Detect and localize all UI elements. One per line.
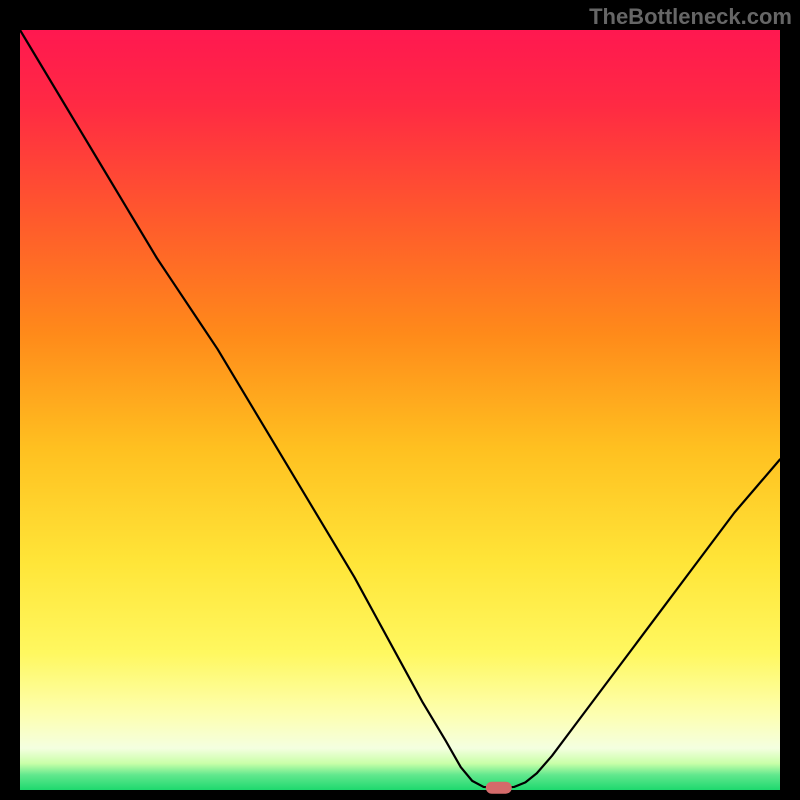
chart-container: TheBottleneck.com (0, 0, 800, 800)
plot-area (20, 30, 780, 790)
optimum-marker (486, 782, 512, 794)
watermark-text: TheBottleneck.com (589, 4, 792, 30)
bottleneck-chart (0, 0, 800, 800)
